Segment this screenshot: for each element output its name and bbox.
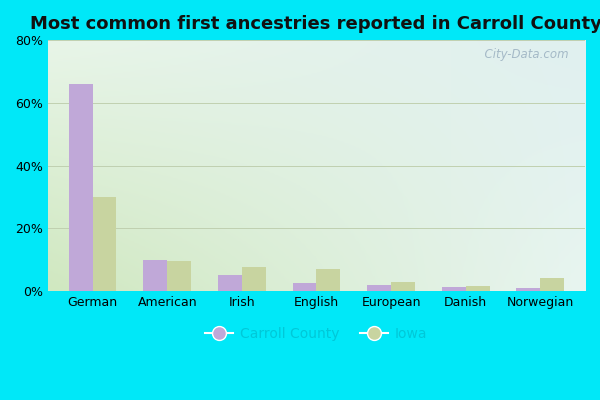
Bar: [167, 261, 191, 291]
Bar: [466, 286, 490, 291]
Title: Most common first ancestries reported in Carroll County: Most common first ancestries reported in…: [31, 15, 600, 33]
Bar: [517, 288, 540, 291]
Bar: [442, 287, 466, 291]
Bar: [218, 275, 242, 291]
Bar: [540, 278, 564, 291]
Bar: [242, 268, 266, 291]
Bar: [143, 260, 167, 291]
Legend: Carroll County, Iowa: Carroll County, Iowa: [200, 322, 433, 347]
Bar: [293, 283, 316, 291]
Bar: [316, 269, 340, 291]
Bar: [92, 197, 116, 291]
Bar: [391, 282, 415, 291]
Text: City-Data.com: City-Data.com: [477, 48, 569, 61]
Bar: [367, 285, 391, 291]
Bar: [69, 84, 92, 291]
